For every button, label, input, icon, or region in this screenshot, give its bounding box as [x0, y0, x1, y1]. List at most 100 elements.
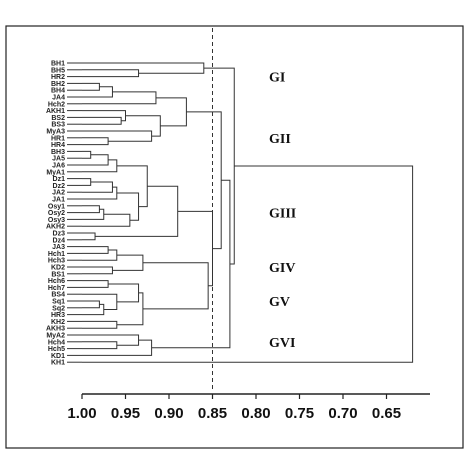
group-label-giv: GIV — [269, 261, 295, 276]
merge-link — [82, 137, 109, 146]
leaf-labels: BH1BH5HR2BH2BH4JA4Hch2AKH1BS2BS3MyA3HR1H… — [46, 61, 82, 367]
leaf-label-bh4: BH4 — [51, 88, 65, 95]
leaf-label-kh2: KH2 — [51, 319, 65, 326]
group-label-gv: GV — [269, 295, 290, 310]
leaf-label-hr1: HR1 — [51, 135, 65, 142]
leaf-label-dz4: Dz4 — [53, 237, 66, 244]
merge-link — [82, 165, 414, 363]
leaf-label-kd1: KD1 — [51, 353, 65, 360]
leaf-label-hch2: Hch2 — [48, 101, 65, 108]
leaf-label-ja4: JA4 — [52, 95, 65, 102]
leaf-label-kh1: KH1 — [51, 360, 65, 367]
leaf-label-mya2: MyA2 — [46, 333, 65, 340]
merge-link — [82, 213, 131, 227]
leaf-label-dz1: Dz1 — [53, 176, 66, 183]
merge-link — [82, 208, 105, 220]
leaf-label-hr2: HR2 — [51, 74, 65, 81]
leaf-label-bh5: BH5 — [51, 67, 65, 74]
leaf-label-bs4: BS4 — [51, 292, 65, 299]
leaf-label-sq1: Sq1 — [52, 299, 65, 306]
merge-link — [82, 249, 118, 261]
merge-link — [82, 205, 100, 214]
x-axis-ticks: 1.00 0.95 0.90 0.85 0.80 0.75 0.70 0.65 — [67, 394, 401, 422]
leaf-label-kd2: KD2 — [51, 265, 65, 272]
leaf-label-hch3: Hch3 — [48, 258, 65, 265]
merge-link — [116, 165, 148, 208]
leaf-label-hch6: Hch6 — [48, 278, 65, 285]
merge-link — [82, 334, 140, 346]
merge-link — [82, 320, 118, 329]
leaf-label-ja1: JA1 — [52, 197, 65, 204]
group-labels: GI GII GIII GIV GV GVI — [269, 71, 296, 351]
merge-link — [142, 262, 209, 310]
leaf-label-mya3: MyA3 — [46, 129, 65, 136]
merge-link — [82, 266, 113, 275]
merge-link — [82, 116, 122, 125]
leaf-label-akh3: AKH3 — [46, 326, 65, 333]
leaf-label-hch5: Hch5 — [48, 346, 65, 353]
x-tick-label: 0.70 — [328, 405, 357, 422]
leaf-label-bh1: BH1 — [51, 61, 65, 68]
merge-link — [125, 115, 161, 137]
leaf-label-ja5: JA5 — [52, 156, 65, 163]
merge-link — [108, 283, 140, 303]
leaf-label-bh3: BH3 — [51, 149, 65, 156]
merge-link — [82, 246, 109, 254]
merge-link — [82, 300, 100, 309]
merge-link — [82, 110, 126, 122]
merge-link — [82, 82, 100, 91]
group-label-gi: GI — [269, 71, 285, 86]
merge-link — [82, 91, 157, 105]
leaf-label-bs1: BS1 — [51, 271, 65, 278]
merge-link — [82, 303, 105, 316]
group-label-gvi: GVI — [269, 336, 295, 351]
leaf-label-hr3: HR3 — [51, 312, 65, 319]
leaf-label-hr4: HR4 — [51, 142, 65, 149]
merge-link — [82, 181, 113, 193]
leaf-label-hch7: Hch7 — [48, 285, 65, 292]
x-tick-label: 1.00 — [67, 405, 96, 422]
x-tick-label: 0.85 — [198, 405, 227, 422]
merge-link — [82, 341, 118, 350]
x-tick-label: 0.65 — [372, 405, 401, 422]
leaf-label-bh2: BH2 — [51, 81, 65, 88]
merge-link — [95, 185, 179, 237]
leaf-label-sq2: Sq2 — [52, 305, 65, 312]
leaf-label-dz3: Dz3 — [53, 231, 66, 238]
leaf-label-akh1: AKH1 — [46, 108, 65, 115]
merge-link — [82, 154, 109, 166]
x-tick-label: 0.80 — [241, 405, 270, 422]
leaf-label-ja2: JA2 — [52, 190, 65, 197]
merge-link — [82, 178, 92, 186]
leaf-label-dz2: Dz2 — [53, 183, 66, 190]
merge-link — [177, 210, 213, 287]
x-tick-label: 0.90 — [154, 405, 183, 422]
merge-link — [82, 130, 153, 142]
leaf-label-hch4: Hch4 — [48, 339, 65, 346]
leaf-label-osy1: Osy1 — [48, 203, 65, 210]
x-tick-label: 0.95 — [111, 405, 140, 422]
merge-link — [82, 186, 118, 200]
merge-link — [82, 62, 205, 74]
leaf-label-ja3: JA3 — [52, 244, 65, 251]
merge-link — [151, 179, 231, 349]
merge-link — [82, 159, 118, 173]
leaf-label-bs2: BS2 — [51, 115, 65, 122]
merge-link — [82, 280, 109, 288]
group-label-giii: GIII — [269, 207, 296, 222]
leaf-label-akh2: AKH2 — [46, 224, 65, 231]
merge-link — [116, 192, 140, 221]
leaf-label-mya1: MyA1 — [46, 169, 65, 176]
group-label-gii: GII — [269, 132, 291, 147]
leaf-label-osy3: Osy3 — [48, 217, 65, 224]
merge-link — [82, 86, 113, 98]
x-tick-label: 0.75 — [285, 405, 314, 422]
merge-link — [82, 232, 96, 241]
leaf-label-bs3: BS3 — [51, 122, 65, 129]
merge-link — [82, 150, 92, 159]
dendrogram-links — [82, 62, 414, 363]
leaf-label-hch1: Hch1 — [48, 251, 65, 258]
leaf-label-ja6: JA6 — [52, 163, 65, 170]
merge-link — [186, 111, 222, 250]
